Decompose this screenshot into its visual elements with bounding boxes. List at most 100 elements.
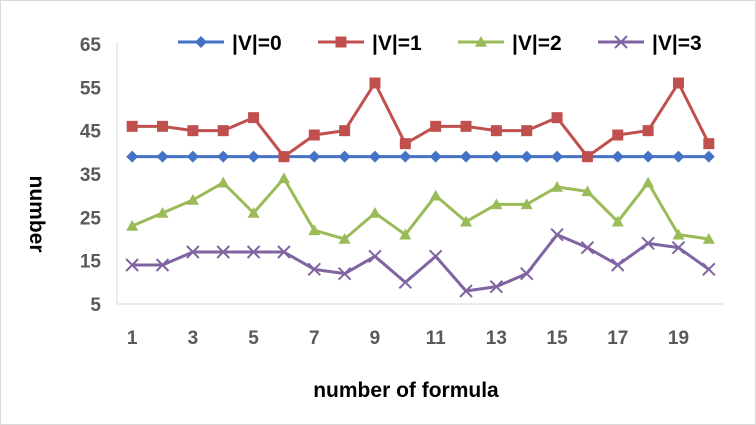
series-line-v-1 xyxy=(132,81,711,159)
data-point-v-1 xyxy=(521,125,533,137)
data-point-v-1 xyxy=(369,77,381,89)
data-point-v-0 xyxy=(368,150,381,163)
data-point-v-3 xyxy=(246,245,261,259)
legend-item-v-1: |V|=1 xyxy=(318,32,422,55)
data-point-v-3 xyxy=(641,236,655,251)
data-point-v-0 xyxy=(338,150,351,163)
data-point-v-2 xyxy=(581,185,594,197)
data-point-v-2 xyxy=(429,189,442,201)
data-point-v-0 xyxy=(702,150,715,163)
data-point-v-2 xyxy=(156,207,169,218)
data-point-v-1 xyxy=(278,151,290,163)
data-point-v-0 xyxy=(308,150,321,163)
data-point-v-1 xyxy=(551,112,563,124)
data-point-v-2 xyxy=(642,176,655,188)
data-point-v-1 xyxy=(703,138,715,150)
legend-marker-v-2 xyxy=(475,36,487,47)
data-point-v-0 xyxy=(126,150,139,163)
data-point-v-0 xyxy=(520,150,533,163)
y-tick-label: 15 xyxy=(80,252,102,273)
x-axis-title: number of formula xyxy=(313,379,499,402)
data-point-v-1 xyxy=(399,138,411,150)
data-point-v-0 xyxy=(186,150,199,163)
x-tick-label: 13 xyxy=(486,328,507,349)
data-point-v-1 xyxy=(217,125,229,137)
y-tick-label: 5 xyxy=(90,295,101,316)
data-point-v-3 xyxy=(702,262,716,277)
data-point-v-0 xyxy=(217,150,230,163)
y-axis-title: number xyxy=(25,175,48,252)
legend-label-v-1: |V|=1 xyxy=(372,32,422,55)
series-v-2 xyxy=(126,172,715,244)
data-point-v-2 xyxy=(551,181,564,192)
data-point-v-2 xyxy=(247,207,260,218)
plot-area xyxy=(125,77,716,298)
legend-marker-v-3 xyxy=(614,35,628,49)
data-point-v-1 xyxy=(460,120,472,132)
data-point-v-0 xyxy=(672,150,685,163)
data-point-v-3 xyxy=(428,249,443,264)
data-point-v-0 xyxy=(551,150,564,163)
series-v-1 xyxy=(126,77,715,163)
data-point-v-1 xyxy=(672,77,684,89)
data-point-v-3 xyxy=(155,258,170,272)
x-tick-label: 9 xyxy=(370,328,381,349)
x-tick-label: 1 xyxy=(127,328,138,349)
data-point-v-1 xyxy=(581,151,593,163)
data-point-v-1 xyxy=(339,125,351,137)
data-point-v-1 xyxy=(642,125,654,137)
data-point-v-3 xyxy=(489,279,504,294)
data-point-v-2 xyxy=(490,198,503,210)
data-point-v-2 xyxy=(399,228,412,240)
data-point-v-2 xyxy=(308,224,321,236)
y-tick-label: 35 xyxy=(80,165,102,186)
data-point-v-2 xyxy=(217,176,230,188)
y-tick-label: 65 xyxy=(80,35,102,56)
legend-marker-v-1 xyxy=(335,36,347,48)
data-point-v-3 xyxy=(125,258,139,272)
data-point-v-0 xyxy=(429,150,442,163)
data-point-v-3 xyxy=(337,266,352,281)
data-point-v-2 xyxy=(520,198,533,210)
data-point-v-0 xyxy=(156,150,169,163)
data-point-v-0 xyxy=(460,150,473,163)
data-point-v-1 xyxy=(157,120,169,132)
legend-marker-v-0 xyxy=(195,36,207,48)
data-point-v-0 xyxy=(611,150,624,163)
data-point-v-2 xyxy=(126,220,139,231)
legend-item-v-2: |V|=2 xyxy=(458,32,562,55)
data-point-v-3 xyxy=(459,284,473,298)
legend-label-v-2: |V|=2 xyxy=(512,32,562,55)
legend-label-v-0: |V|=0 xyxy=(232,32,282,55)
x-tick-label: 3 xyxy=(188,328,199,349)
data-point-v-0 xyxy=(399,150,412,163)
x-tick-label: 11 xyxy=(426,328,447,349)
data-point-v-3 xyxy=(277,245,291,259)
y-tick-label: 45 xyxy=(80,122,102,143)
data-point-v-3 xyxy=(550,227,564,242)
legend: |V|=0 |V|=1 |V|=2 |V|=3 xyxy=(178,32,702,55)
data-point-v-2 xyxy=(611,215,624,227)
series-line-v-3 xyxy=(132,233,710,293)
data-point-v-3 xyxy=(671,240,686,255)
data-point-v-2 xyxy=(277,172,290,184)
data-point-v-2 xyxy=(368,207,381,218)
data-point-v-3 xyxy=(186,245,200,259)
x-tick-label: 19 xyxy=(668,328,689,349)
data-point-v-1 xyxy=(126,120,138,132)
data-point-v-1 xyxy=(308,129,320,141)
series-v-0 xyxy=(126,150,715,163)
x-tick-label: 17 xyxy=(607,328,628,349)
data-point-v-1 xyxy=(490,125,502,137)
x-tick-label: 15 xyxy=(547,328,569,349)
data-point-v-2 xyxy=(672,228,685,240)
data-point-v-3 xyxy=(580,240,595,255)
legend-item-v-0: |V|=0 xyxy=(178,32,282,55)
data-point-v-2 xyxy=(460,215,473,227)
x-tick-label: 5 xyxy=(248,328,259,349)
y-tick-label: 55 xyxy=(80,78,102,99)
data-point-v-2 xyxy=(702,233,715,244)
data-point-v-1 xyxy=(430,120,442,132)
